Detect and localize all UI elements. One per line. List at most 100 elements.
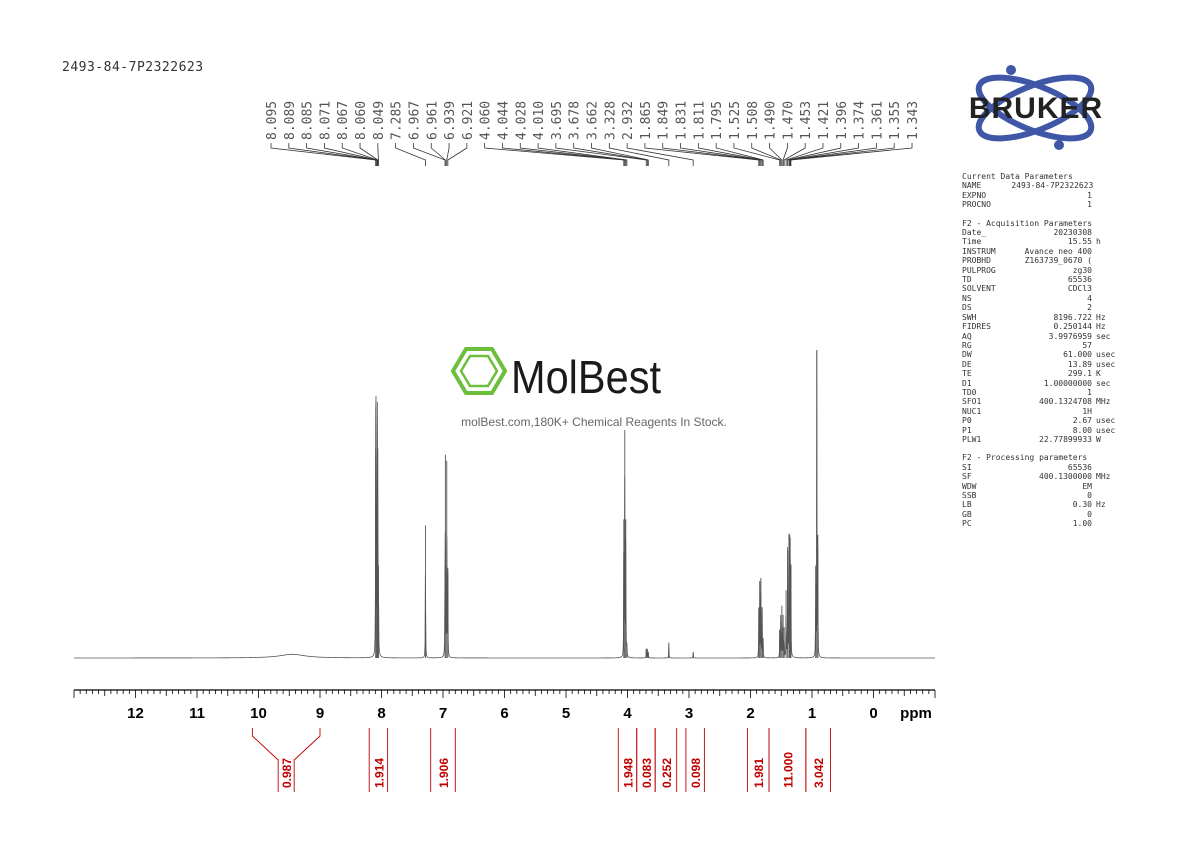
peak-label-connector — [782, 143, 788, 166]
peak-label: 6.967 — [407, 101, 422, 140]
parameter-row: NUC1 1H — [962, 407, 1122, 416]
peak-label-connector — [644, 143, 760, 166]
peak-label: 6.961 — [425, 101, 440, 140]
parameter-unit — [1092, 294, 1122, 303]
peak-label: 8.071 — [318, 101, 333, 140]
tick-label: 5 — [562, 705, 570, 722]
parameter-row: SWH 8196.722 Hz — [962, 313, 1122, 322]
parameter-key: GB — [962, 509, 972, 519]
integral-bracket: 1.914 — [368, 728, 389, 792]
peak-label: 1.865 — [639, 101, 654, 140]
peak-label-connector — [446, 143, 450, 166]
integral-value: 0.987 — [280, 758, 294, 788]
peak-label: 1.508 — [746, 101, 761, 140]
parameter-key: FIDRES — [962, 322, 991, 332]
parameter-unit: Hz — [1096, 322, 1106, 332]
parameter-key: TD0 — [962, 387, 977, 397]
peak-label-connector — [502, 143, 626, 166]
parameter-value: 0 — [1087, 491, 1092, 500]
parameter-row: LB 0.30 Hz — [962, 500, 1122, 509]
peak-label-connector — [573, 143, 648, 166]
parameter-unit — [1092, 519, 1122, 528]
peak-label: 4.060 — [479, 101, 494, 140]
peak-label-connector — [733, 143, 781, 166]
peak-label: 1.525 — [728, 101, 743, 140]
parameter-value: 400.1300000 — [1039, 472, 1092, 482]
parameter-row: PROCNO 1 — [962, 200, 1122, 209]
parameter-unit — [1092, 200, 1122, 209]
tick-label: 12 — [127, 705, 144, 722]
tick-label: 11 — [189, 705, 205, 722]
peak-label: 4.044 — [496, 101, 511, 140]
parameter-key: PLW1 — [962, 434, 982, 444]
parameter-row: PULPROG zg30 — [962, 266, 1122, 275]
parameter-unit — [1092, 275, 1122, 284]
peak-label: 1.396 — [835, 101, 850, 140]
parameter-key: DW — [962, 350, 972, 360]
bruker-logo-text: BRUKER — [969, 92, 1103, 125]
peak-label-connector — [788, 143, 859, 166]
parameter-value: 15.55 — [1067, 237, 1092, 247]
parameter-row: P0 2.67 usec — [962, 416, 1122, 425]
peak-label-connector — [377, 143, 379, 166]
parameter-row: SSB 0 — [962, 491, 1122, 500]
tick-label: 3 — [685, 705, 693, 722]
parameter-key: P1 — [962, 425, 972, 435]
tick-label: 1 — [808, 705, 816, 722]
parameter-row: PROBHD Z163739_0670 ( — [962, 256, 1122, 265]
parameter-key: PROBHD — [962, 256, 991, 266]
peak-label-connector — [288, 143, 377, 166]
parameter-row: WDW EM — [962, 482, 1122, 491]
peak-label: 7.285 — [390, 101, 405, 140]
peak-label: 1.374 — [853, 101, 868, 140]
axis-label: ppm — [900, 705, 932, 722]
parameter-value: 0.30 — [1072, 500, 1092, 510]
tick-label: 7 — [439, 705, 447, 722]
parameter-unit — [1092, 256, 1122, 265]
peak-label-connector — [591, 143, 649, 166]
parameter-key: DS — [962, 303, 972, 313]
parameter-row: RG 57 — [962, 341, 1122, 350]
parameter-row: GB 0 — [962, 510, 1122, 519]
parameter-unit — [1093, 181, 1122, 190]
peak-label: 4.028 — [514, 101, 529, 140]
parameter-unit — [1092, 228, 1122, 237]
peak-label: 1.421 — [817, 101, 832, 140]
peak-label-connector — [306, 143, 377, 166]
parameter-key: SFO1 — [962, 397, 982, 407]
parameter-value: 61.000 — [1063, 350, 1092, 360]
integral-value: 0.083 — [640, 758, 654, 788]
peak-label: 3.328 — [603, 101, 618, 140]
integral-bracket: 3.042 — [805, 728, 831, 792]
integral-bracket: 1.981 — [746, 728, 770, 792]
section-title: F2 - Processing parameters — [962, 453, 1088, 463]
parameter-key: AQ — [962, 331, 972, 341]
tick-label: 10 — [250, 705, 267, 722]
ppm-axis: 12 11 10 9 8 7 6 5 4 3 2 1 0 ppm — [73, 689, 936, 722]
peak-label: 8.095 — [265, 101, 280, 140]
parameter-key: SOLVENT — [962, 284, 996, 294]
peak-label-connector — [341, 143, 378, 166]
integral-value: 11.000 — [781, 752, 795, 788]
parameter-key: RG — [962, 340, 972, 350]
parameter-key: PC — [962, 519, 972, 529]
parameter-value: 2493-84-7P2322623 — [1011, 181, 1094, 191]
peak-label-connector — [395, 143, 426, 166]
integral-layer: 0.987 1.914 1.906 1.948 0.083 0.252 0.098 1.981… — [251, 728, 831, 792]
parameter-row: DS 2 — [962, 303, 1122, 312]
parameter-value: 3.9976959 — [1048, 331, 1092, 341]
parameter-row: P1 8.00 usec — [962, 426, 1122, 435]
peak-label-connector — [662, 143, 761, 166]
parameter-value: 1H — [1082, 406, 1092, 416]
parameter-unit — [1092, 463, 1122, 472]
parameter-row: D1 1.00000000 sec — [962, 379, 1122, 388]
parameter-unit — [1092, 284, 1122, 293]
parameter-row: TE 299.1 K — [962, 369, 1122, 378]
parameter-unit: Hz — [1096, 312, 1106, 322]
parameter-row: FIDRES 0.250144 Hz — [962, 322, 1122, 331]
molbest-tagline: molBest.com,180K+ Chemical Reagents In S… — [461, 415, 727, 429]
integral-line — [293, 728, 321, 792]
processing-parameters-section: F2 - Processing parameters SI 65536 SF 400.… — [962, 453, 1122, 528]
peak-label: 8.060 — [354, 101, 369, 140]
parameter-value: 1.00 — [1072, 519, 1092, 529]
